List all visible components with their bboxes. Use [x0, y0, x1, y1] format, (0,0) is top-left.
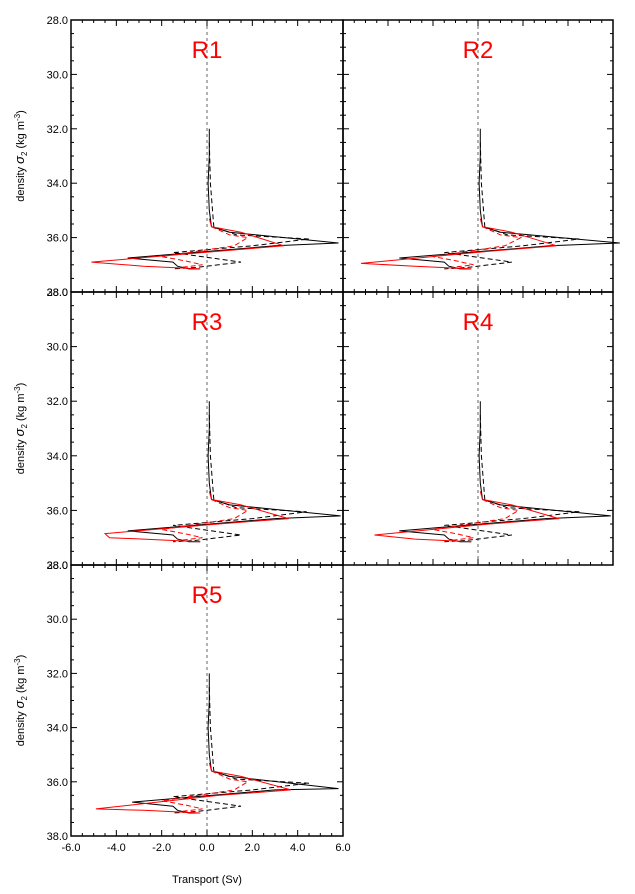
x-tick-label: 2.0 — [245, 842, 260, 854]
y-tick-label: 36.0 — [47, 505, 68, 517]
y-tick-label: 34.0 — [47, 723, 68, 735]
series-red-dashed — [161, 770, 250, 813]
x-axis-title: Transport (Sv) — [172, 874, 242, 886]
x-tick-label: 0.0 — [199, 842, 214, 854]
panel-r2: R2 — [342, 19, 620, 293]
y-tick-label: 36.0 — [47, 777, 68, 789]
x-tick-label: -4.0 — [107, 842, 126, 854]
series-red-dashed — [161, 499, 250, 541]
panel-r4: R4 — [342, 291, 614, 566]
series-red-solid — [360, 218, 557, 270]
series-red-solid — [91, 218, 285, 270]
y-tick-label: 38.0 — [47, 287, 68, 299]
series-black-dashed — [172, 142, 310, 270]
y-tick-label: 38.0 — [47, 831, 68, 843]
series-black-solid — [127, 128, 339, 270]
y-axis-title: density σ2 (kg m-3) — [12, 383, 29, 475]
y-tick-label: 32.0 — [47, 396, 68, 408]
series-red-solid — [95, 762, 292, 814]
series-red-dashed — [161, 226, 250, 268]
y-axis-title: density σ2 (kg m-3) — [12, 110, 29, 202]
series-black-dashed — [444, 142, 580, 270]
y-axis-title: density σ2 (kg m-3) — [12, 655, 29, 747]
x-tick-label: 4.0 — [290, 842, 305, 854]
series-red-dashed — [432, 226, 523, 268]
y-tick-label: 36.0 — [47, 233, 68, 245]
panel-title: R5 — [192, 582, 223, 609]
series-red-dashed — [432, 499, 520, 541]
y-tick-label: 32.0 — [47, 124, 68, 136]
series-black-solid — [399, 128, 620, 270]
series-black-solid — [127, 401, 341, 543]
series-black-solid — [399, 401, 611, 543]
y-tick-label: 30.0 — [47, 69, 68, 81]
panel-title: R3 — [192, 309, 223, 336]
y-tick-label: 30.0 — [47, 342, 68, 354]
y-tick-label: 32.0 — [47, 668, 68, 680]
series-black-dashed — [172, 686, 310, 814]
panel-r1: 28.0 30.0 32.0 34.0 36.0 38.0 density σ2 (kg m… — [12, 15, 344, 299]
panel-title: R4 — [463, 309, 494, 336]
y-tick-label: 38.0 — [47, 560, 68, 572]
panel-title: R2 — [463, 37, 494, 64]
panel-r3: 28.0 30.0 32.0 34.0 36.0 38.0 density σ2 (kg m… — [12, 287, 344, 572]
y-tick-label: 30.0 — [47, 614, 68, 626]
panels-group: 28.0 30.0 32.0 34.0 36.0 38.0 density σ2 (kg m… — [12, 15, 620, 854]
series-black-dashed — [444, 414, 580, 543]
y-tick-label: 34.0 — [47, 451, 68, 463]
y-tick-label: 34.0 — [47, 178, 68, 190]
y-tick-label: 28.0 — [47, 560, 68, 572]
y-tick-label: 28.0 — [47, 287, 68, 299]
panel-r5: 28.0 30.0 32.0 34.0 36.0 38.0 density σ2 (kg m… — [12, 560, 351, 854]
series-red-solid — [103, 491, 289, 543]
x-tick-label: -2.0 — [152, 842, 171, 854]
series-red-solid — [374, 491, 560, 543]
series-black-solid — [132, 673, 339, 814]
y-tick-label: 28.0 — [47, 15, 68, 27]
panel-title: R1 — [192, 37, 223, 64]
x-tick-label: 6.0 — [335, 842, 350, 854]
x-tick-label: -6.0 — [62, 842, 81, 854]
